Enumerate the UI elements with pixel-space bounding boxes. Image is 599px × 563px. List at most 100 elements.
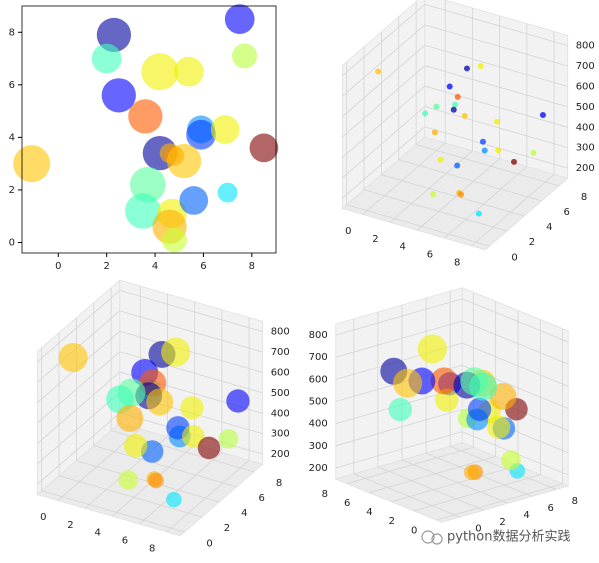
z-tick-label: 500: [576, 102, 595, 113]
point: [463, 65, 470, 72]
x-tick-label: 0: [345, 226, 351, 237]
grid-line: [139, 452, 223, 525]
bubble: [125, 193, 161, 229]
x-tick-label: 2: [499, 517, 505, 528]
grid-line: [381, 174, 525, 217]
grid-line: [37, 290, 121, 363]
grid-line: [436, 483, 563, 521]
point: [375, 68, 382, 75]
bubble: [467, 397, 492, 421]
point: [454, 93, 461, 100]
point: [433, 103, 440, 110]
grid-line: [398, 159, 542, 202]
grid-line: [119, 330, 263, 373]
bubble: [463, 464, 480, 481]
grid-line: [362, 142, 446, 215]
x-tick-label: 2: [103, 261, 109, 272]
bubble: [118, 470, 139, 490]
y-tick-label: 2: [224, 523, 230, 534]
point: [479, 138, 486, 145]
grid-line: [363, 189, 508, 232]
z-tick-label: 600: [271, 367, 290, 378]
z-tick-label: 200: [271, 449, 290, 460]
z-tick-label: 700: [271, 347, 290, 358]
bubble: [148, 472, 164, 489]
x-tick-label: 6: [122, 536, 128, 547]
bubble: [217, 182, 238, 203]
bubble: [435, 388, 459, 412]
point: [458, 191, 465, 198]
bubble: [91, 43, 122, 74]
y-tick-label: 8: [322, 489, 328, 500]
y-tick-label: 2: [529, 237, 535, 248]
y-tick-label: 6: [258, 493, 264, 504]
bubble: [249, 133, 279, 163]
grid-line: [346, 446, 474, 484]
z-tick-label: 300: [309, 441, 328, 452]
bubble: [486, 415, 511, 439]
point: [452, 101, 459, 108]
grid-line: [37, 371, 121, 444]
grid-line: [342, 44, 426, 117]
grid-line: [335, 431, 463, 469]
grid-line: [471, 174, 555, 247]
grid-line: [37, 412, 121, 485]
grid-line: [401, 459, 509, 504]
y-tick-label: 0: [206, 538, 212, 549]
pane: [341, 136, 569, 251]
bubble: [141, 53, 179, 91]
y-tick-label: 4: [546, 222, 552, 233]
bubble: [166, 143, 202, 179]
x-tick-label: 8: [149, 543, 155, 554]
point: [481, 147, 488, 154]
grid-line: [413, 474, 541, 512]
x-tick-label: 8: [249, 261, 255, 272]
y-tick-label: 6: [563, 207, 569, 218]
grid-line: [391, 465, 519, 503]
z-tick-label: 600: [576, 81, 595, 92]
point: [454, 162, 461, 169]
bubble: [182, 425, 205, 448]
point: [450, 106, 457, 113]
z-tick-label: 300: [271, 429, 290, 440]
grid-line: [424, 65, 568, 108]
bubble: [232, 43, 258, 69]
z-tick-label: 400: [271, 408, 290, 419]
grid-line: [342, 65, 426, 138]
y-tick-label: 6: [9, 80, 15, 91]
bubble: [224, 4, 255, 34]
bubble: [128, 99, 163, 134]
x-tick-label: 0: [55, 261, 61, 272]
grid-line: [462, 342, 569, 387]
point: [475, 210, 482, 217]
point: [437, 156, 444, 163]
bubble: [166, 491, 182, 508]
point: [430, 191, 437, 198]
x-tick-label: 4: [400, 242, 406, 253]
z-tick-label: 300: [576, 143, 595, 154]
grid-line: [342, 24, 426, 97]
x-tick-label: 6: [200, 261, 206, 272]
grid-line: [335, 320, 463, 358]
bubble: [469, 372, 498, 401]
grid-line: [389, 150, 473, 223]
x-tick-label: 6: [427, 250, 433, 261]
y-tick-label: 8: [9, 27, 15, 38]
bubble: [161, 227, 187, 253]
x-tick-label: 4: [523, 510, 529, 521]
bubble: [123, 433, 148, 458]
bubble: [116, 404, 144, 432]
grid-line: [416, 144, 560, 187]
bubble: [96, 17, 132, 53]
watermark-icon: [421, 530, 443, 545]
grid-line: [462, 320, 569, 365]
y-tick-label: 2: [389, 516, 395, 527]
grid-line: [119, 290, 263, 333]
point: [539, 111, 546, 118]
z-tick-label: 700: [576, 61, 595, 72]
grid-line: [41, 490, 185, 533]
bubble: [186, 119, 216, 150]
grid-line: [93, 445, 237, 488]
x-tick-label: 4: [95, 528, 101, 539]
